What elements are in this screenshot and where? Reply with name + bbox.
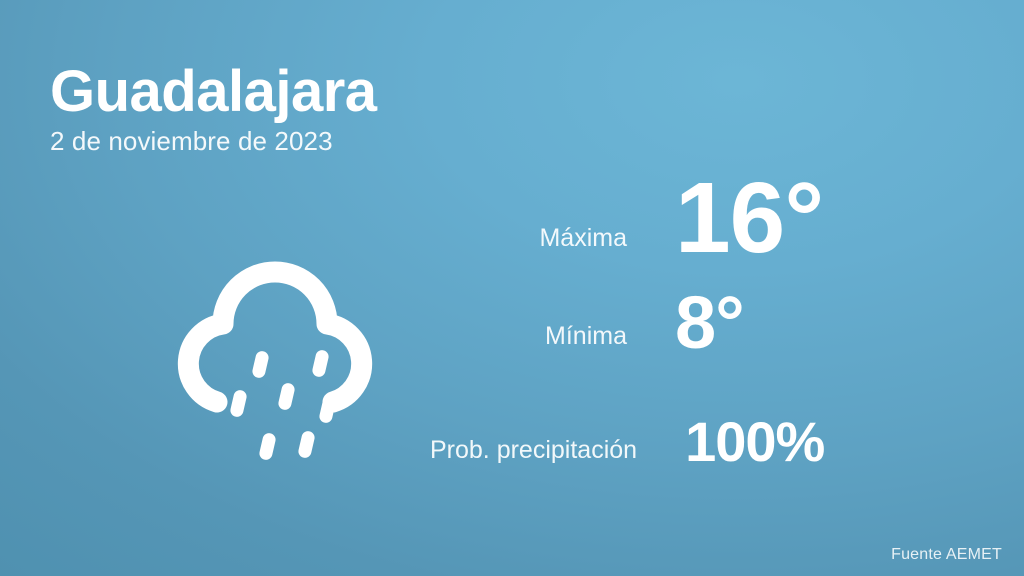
card-header: Guadalajara 2 de noviembre de 2023 (50, 62, 610, 156)
reading-label-precipitacion: Prob. precipitación (430, 436, 638, 464)
reading-row-maxima: Máxima 16° (430, 168, 930, 286)
reading-value-maxima: 16° (675, 162, 824, 274)
reading-value-minima: 8° (675, 281, 745, 364)
rain-cloud-icon (175, 250, 410, 485)
reading-label-minima: Mínima (545, 322, 627, 350)
page-title: Guadalajara (50, 59, 377, 124)
forecast-date: 2 de noviembre de 2023 (50, 126, 333, 157)
source-attribution: Fuente AEMET (891, 546, 1002, 563)
readings-list: Máxima 16° Mínima 8° Prob. precipitación… (430, 168, 930, 484)
reading-value-precipitacion: 100% (685, 410, 825, 473)
reading-row-minima: Mínima 8° (430, 286, 930, 414)
reading-label-maxima: Máxima (539, 224, 627, 252)
reading-row-precipitacion: Prob. precipitación 100% (430, 414, 930, 484)
